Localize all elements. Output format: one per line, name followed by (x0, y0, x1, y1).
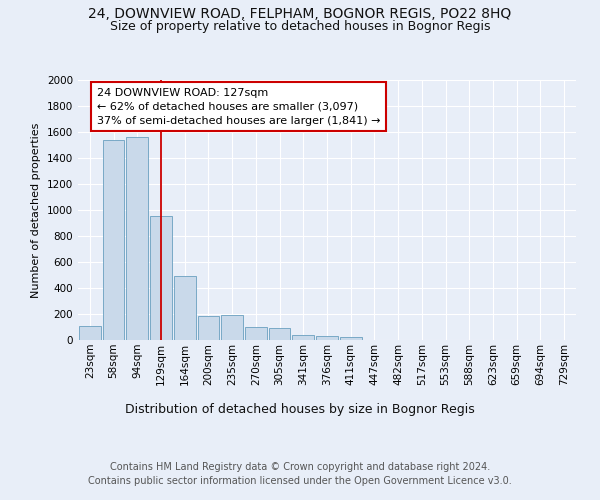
Bar (150, 216, 172, 340)
Bar (316, 336, 338, 340)
Bar (174, 276, 196, 340)
Bar (292, 335, 314, 340)
Bar (197, 316, 220, 340)
Text: Distribution of detached houses by size in Bognor Regis: Distribution of detached houses by size … (125, 402, 475, 415)
Bar (127, 136, 148, 340)
Text: Contains HM Land Registry data © Crown copyright and database right 2024.: Contains HM Land Registry data © Crown c… (110, 462, 490, 472)
Text: Contains public sector information licensed under the Open Government Licence v3: Contains public sector information licen… (88, 476, 512, 486)
Bar (221, 316, 243, 340)
Bar (103, 140, 124, 340)
Text: 24 DOWNVIEW ROAD: 127sqm
← 62% of detached houses are smaller (3,097)
37% of sem: 24 DOWNVIEW ROAD: 127sqm ← 62% of detach… (97, 88, 380, 126)
Bar (79, 326, 101, 340)
Text: Size of property relative to detached houses in Bognor Regis: Size of property relative to detached ho… (110, 20, 490, 33)
Text: 24, DOWNVIEW ROAD, FELPHAM, BOGNOR REGIS, PO22 8HQ: 24, DOWNVIEW ROAD, FELPHAM, BOGNOR REGIS… (88, 8, 512, 22)
Bar (269, 328, 290, 340)
Bar (340, 338, 362, 340)
Bar (245, 327, 267, 340)
Y-axis label: Number of detached properties: Number of detached properties (31, 122, 41, 298)
